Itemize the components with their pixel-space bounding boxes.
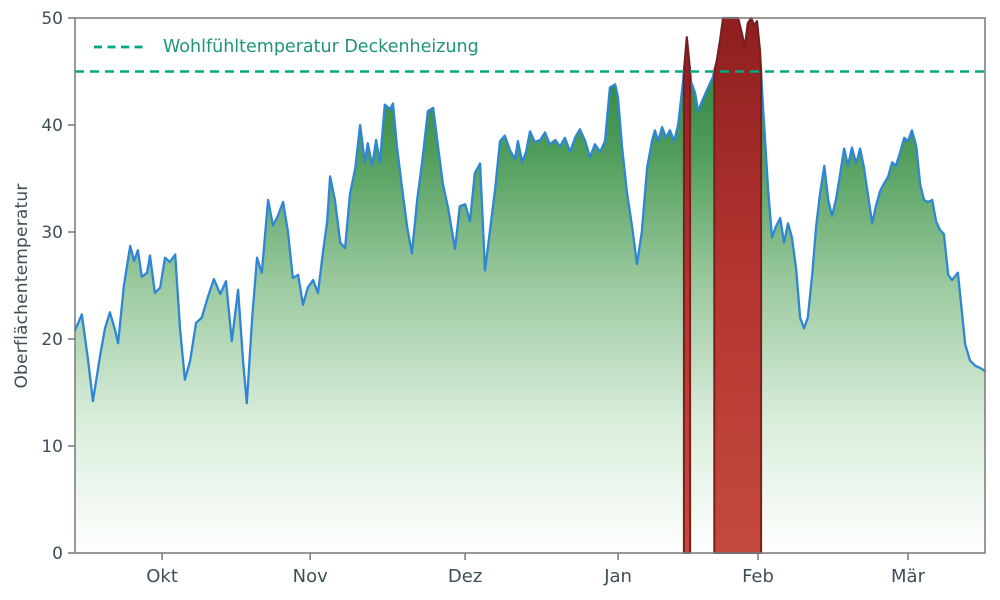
- legend: Wohlfühltemperatur Deckenheizung: [93, 37, 479, 57]
- legend-dashed-line-icon: [94, 45, 148, 49]
- y-tick-label: 50: [41, 9, 63, 29]
- y-axis-label: Oberflächentemperatur: [12, 183, 32, 389]
- y-tick-label: 40: [41, 116, 63, 136]
- y-tick-label: 0: [52, 544, 63, 564]
- y-tick-label: 30: [41, 223, 63, 243]
- overheat-region: [713, 17, 763, 554]
- y-tick-label: 20: [41, 330, 63, 350]
- temperature-line: [73, 16, 987, 405]
- x-tick-label: Mär: [891, 566, 926, 587]
- x-tick-label: Jan: [603, 566, 632, 587]
- x-tick-label: Okt: [146, 566, 178, 587]
- x-tick-label: Feb: [742, 566, 774, 587]
- overheat-region: [682, 36, 692, 554]
- legend-label: Wohlfühltemperatur Deckenheizung: [163, 37, 479, 57]
- y-tick-label: 10: [41, 437, 63, 457]
- x-tick-label: Dez: [448, 566, 482, 587]
- x-tick-label: Nov: [293, 566, 328, 587]
- plot-frame: [74, 17, 986, 554]
